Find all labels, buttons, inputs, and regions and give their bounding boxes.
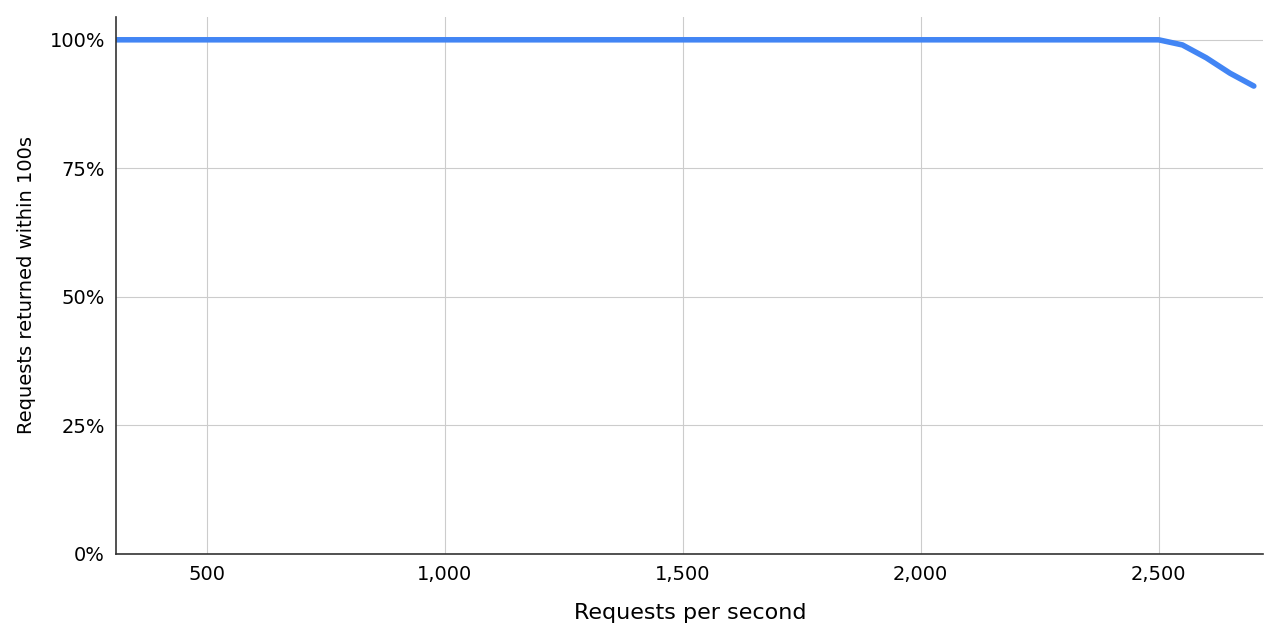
X-axis label: Requests per second: Requests per second xyxy=(573,604,806,623)
Y-axis label: Requests returned within 100s: Requests returned within 100s xyxy=(17,136,36,434)
